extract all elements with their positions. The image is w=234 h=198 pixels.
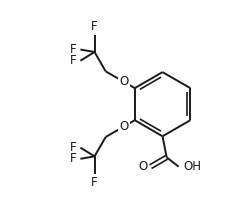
- Text: OH: OH: [184, 160, 202, 173]
- Text: F: F: [91, 20, 98, 32]
- Text: O: O: [119, 75, 129, 89]
- Text: F: F: [70, 141, 77, 154]
- Text: F: F: [70, 54, 77, 67]
- Text: O: O: [138, 160, 147, 173]
- Text: O: O: [119, 120, 129, 133]
- Text: F: F: [70, 152, 77, 165]
- Text: F: F: [70, 43, 77, 56]
- Text: F: F: [91, 176, 98, 189]
